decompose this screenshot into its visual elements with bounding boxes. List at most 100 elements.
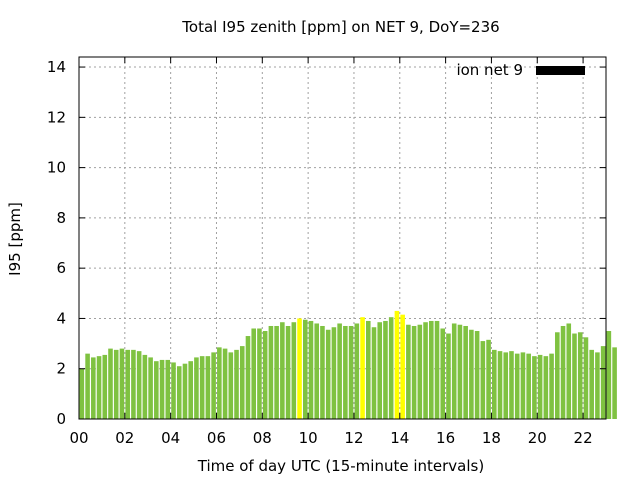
bar [566, 323, 572, 419]
y-axis-label: I95 [ppm] [6, 202, 24, 276]
y-tick-label: 14 [47, 58, 66, 76]
x-tick-label: 00 [69, 429, 88, 447]
bar [520, 352, 526, 419]
x-tick-label: 18 [482, 429, 501, 447]
legend-label: ion net 9 [456, 61, 523, 79]
x-tick-label: 12 [344, 429, 363, 447]
bar [320, 325, 325, 419]
bar [492, 349, 497, 419]
bar [423, 322, 428, 419]
bar [182, 363, 188, 419]
bar [400, 314, 405, 419]
bar [285, 325, 291, 419]
bar [262, 331, 268, 419]
bar [606, 331, 612, 419]
bar [302, 319, 308, 419]
y-tick-label: 10 [47, 159, 66, 177]
bar [217, 347, 222, 419]
bar [165, 359, 171, 419]
legend-swatch [536, 66, 585, 75]
bar [532, 356, 537, 419]
bar [274, 325, 279, 419]
bar [572, 333, 577, 419]
bar [148, 357, 153, 419]
bar [199, 356, 205, 419]
bar [108, 348, 113, 419]
bar [411, 325, 417, 419]
bar [176, 366, 182, 419]
bar [96, 356, 102, 419]
bar [577, 332, 583, 419]
bar [434, 320, 440, 419]
bar [337, 323, 342, 419]
bar [188, 361, 193, 419]
bar [526, 353, 531, 419]
x-tick-label: 10 [299, 429, 318, 447]
bar [360, 317, 365, 419]
bar [365, 320, 371, 419]
bar [228, 352, 234, 419]
y-tick-label: 4 [56, 309, 66, 327]
bar [268, 325, 274, 419]
bar [383, 320, 388, 419]
bar [394, 310, 400, 419]
bar [377, 322, 383, 419]
bar [257, 328, 262, 419]
bar [463, 325, 468, 419]
bar [543, 356, 549, 419]
bar [205, 356, 211, 419]
bar [440, 328, 446, 419]
y-tick-label: 8 [56, 209, 66, 227]
bar [91, 357, 96, 419]
bar [595, 352, 600, 419]
bar [348, 325, 354, 419]
bar [600, 346, 606, 419]
bar [211, 352, 216, 419]
bar [308, 320, 314, 419]
y-tick-label: 2 [56, 360, 66, 378]
bar [251, 328, 256, 419]
bar [314, 323, 320, 419]
bar [583, 337, 589, 419]
bar [239, 346, 245, 419]
bar [131, 349, 136, 419]
x-tick-label: 04 [161, 429, 180, 447]
bar [474, 331, 480, 419]
bar [331, 327, 337, 419]
bar [222, 348, 228, 419]
bar [469, 329, 474, 419]
bar [555, 332, 560, 419]
bar [291, 322, 297, 419]
bar [234, 349, 239, 419]
bar [429, 320, 434, 419]
bar [125, 349, 130, 419]
bar [119, 348, 125, 419]
y-tick-label: 0 [56, 410, 66, 428]
bar [194, 357, 199, 419]
y-tick-label: 6 [56, 259, 66, 277]
legend: ion net 9 [456, 61, 585, 79]
x-tick-label: 14 [390, 429, 409, 447]
x-tick-label: 08 [253, 429, 272, 447]
bar [451, 323, 457, 419]
bar [297, 318, 302, 419]
bar [171, 362, 176, 419]
bar [136, 351, 142, 420]
bar [612, 347, 617, 419]
chart-title: Total I95 zenith [ppm] on NET 9, DoY=236 [181, 18, 499, 36]
bar [497, 351, 503, 420]
bar [354, 323, 360, 419]
bar [113, 349, 119, 419]
grid-lines [79, 57, 606, 419]
x-tick-label: 22 [574, 429, 593, 447]
bar [509, 351, 514, 420]
bar [537, 354, 543, 419]
bar [560, 325, 566, 419]
bar [154, 361, 159, 419]
bar [142, 354, 148, 419]
bar [159, 359, 165, 419]
x-tick-label: 20 [528, 429, 547, 447]
bar [486, 339, 491, 419]
